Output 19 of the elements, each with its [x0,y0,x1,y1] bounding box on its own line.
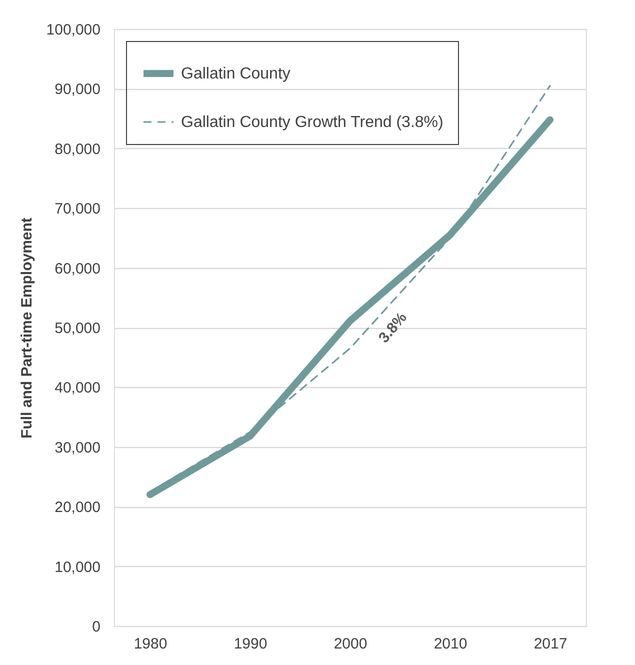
y-tick-label: 80,000 [54,140,100,158]
y-tick-label: 0 [92,618,100,636]
y-tick-label: 70,000 [54,200,100,218]
x-tick-label: 2017 [534,636,568,652]
x-tick-label: 1990 [234,636,268,652]
x-tick-label: 2010 [434,636,468,652]
y-tick-label: 90,000 [54,81,100,98]
y-tick-label: 30,000 [54,439,100,456]
legend-label: Gallatin County Growth Trend (3.8%) [181,114,444,131]
y-tick-label: 40,000 [54,380,100,397]
y-tick-label: 20,000 [54,499,100,516]
x-tick-label: 1980 [134,636,168,652]
x-tick-label: 2000 [334,636,368,652]
y-axis-title: Full and Part-time Employment [18,218,36,438]
legend-label: Gallatin County [181,66,290,82]
y-tick-label: 100,000 [46,22,100,38]
y-tick-label: 10,000 [54,558,100,576]
y-tick-label: 50,000 [54,320,100,337]
y-tick-label: 60,000 [54,260,100,278]
